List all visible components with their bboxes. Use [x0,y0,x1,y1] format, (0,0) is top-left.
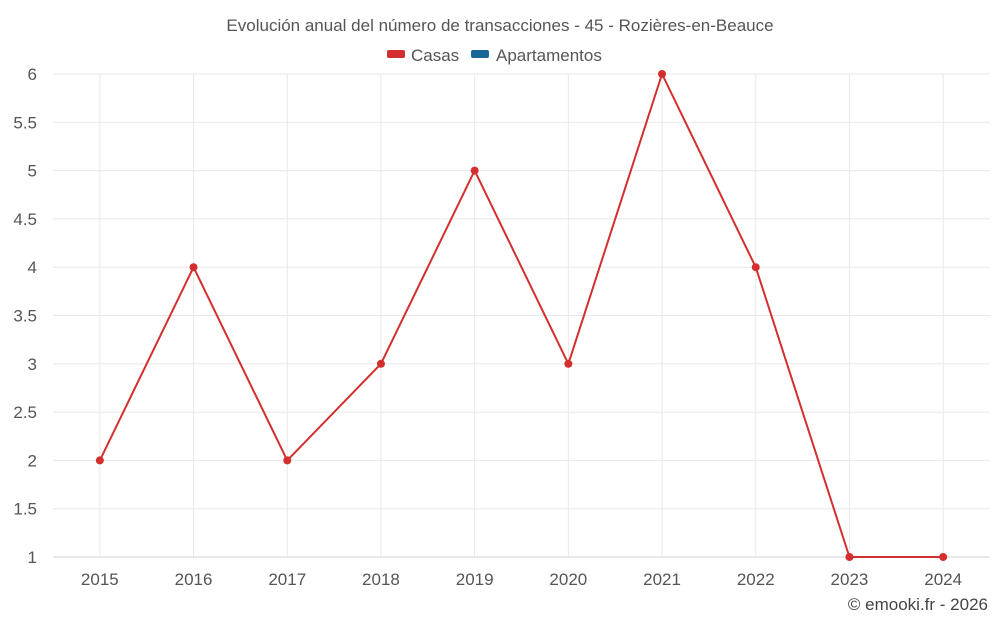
x-tick-label: 2018 [362,570,400,589]
x-tick-label: 2020 [549,570,587,589]
legend: Casas Apartamentos [387,46,602,65]
data-point-casas-2020[interactable] [564,359,573,368]
x-tick-label: 2024 [924,570,962,589]
data-point-casas-2016[interactable] [189,263,198,272]
legend-item-apartamentos[interactable]: Apartamentos [471,46,602,65]
x-tick-label: 2019 [456,570,494,589]
chart-title: Evolución anual del número de transaccio… [226,16,773,35]
data-point-casas-2022[interactable] [751,263,760,272]
y-tick-label: 5 [28,162,37,181]
series-line-casas [98,73,944,558]
y-tick-label: 1 [28,548,37,567]
credit-text: © emooki.fr - 2026 [848,595,988,614]
y-tick-label: 6 [28,65,37,84]
y-tick-label: 5.5 [13,113,37,132]
x-tick-label: 2022 [737,570,775,589]
grid-layer [53,73,990,558]
data-point-casas-2015[interactable] [95,456,104,465]
x-tick-label: 2015 [81,570,119,589]
y-tick-label: 1.5 [13,500,37,519]
y-tick-label: 2 [28,451,37,470]
y-tick-label: 3.5 [13,307,37,326]
legend-label-casas: Casas [411,46,459,65]
y-tick-label: 2.5 [13,403,37,422]
x-axis-ticks: 2015 2016 2017 2018 2019 2020 2021 2022 2023 2024 [81,570,962,589]
series-layer [95,70,948,561]
x-tick-label: 2023 [831,570,869,589]
x-tick-label: 2021 [643,570,681,589]
y-axis-ticks: 1 1.5 2 2.5 3 3.5 4 4.5 5 5.5 6 [13,65,37,567]
y-tick-label: 4 [28,258,37,277]
y-tick-label: 3 [28,355,37,374]
legend-swatch-casas [387,50,405,58]
data-point-casas-2017[interactable] [283,456,292,465]
data-point-casas-2019[interactable] [470,166,479,175]
y-tick-label: 4.5 [13,210,37,229]
x-tick-label: 2017 [268,570,306,589]
data-point-casas-2018[interactable] [376,359,385,368]
x-tick-label: 2016 [175,570,213,589]
data-point-casas-2024[interactable] [939,553,948,561]
data-point-casas-2023[interactable] [845,553,854,561]
legend-item-casas[interactable]: Casas [387,46,459,65]
data-point-casas-2021[interactable] [658,70,667,78]
legend-swatch-apartamentos [471,50,489,58]
legend-label-apartamentos: Apartamentos [496,46,602,65]
